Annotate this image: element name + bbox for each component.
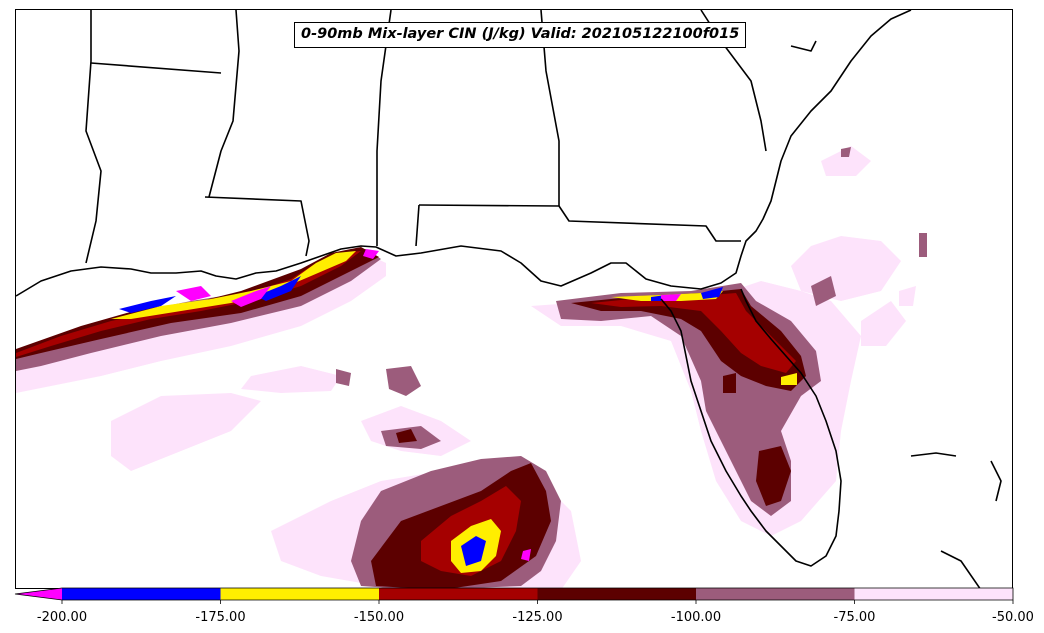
map-panel: 0-90mb Mix-layer CIN (J/kg) Valid: 20210…	[15, 9, 1013, 589]
map-title: 0-90mb Mix-layer CIN (J/kg) Valid: 20210…	[294, 22, 747, 48]
colorbar-bin	[379, 588, 538, 600]
colorbar-extend-triangle	[15, 588, 62, 600]
colorbar-tick-label: -125.00	[512, 610, 563, 625]
cin-contours-magenta	[176, 249, 681, 561]
colorbar-bin	[220, 588, 379, 600]
colorbar-bin	[696, 588, 855, 600]
colorbar-tick-label: -100.00	[670, 610, 722, 625]
colorbar-bin	[537, 588, 696, 600]
colorbar-tick-label: -200.00	[36, 610, 88, 625]
colorbar-tick-label: -50.00	[992, 610, 1034, 625]
cin-contours-blue	[119, 276, 723, 566]
colorbar-outline	[14, 587, 1014, 601]
colorbar-tick-label: -175.00	[195, 610, 246, 625]
colorbar-tick-label: -150.00	[353, 610, 405, 625]
cin-map	[16, 10, 1002, 588]
colorbar-bin	[62, 588, 221, 600]
colorbar-bin	[854, 588, 1013, 600]
colorbar-tick-label: -75.00	[833, 610, 876, 625]
